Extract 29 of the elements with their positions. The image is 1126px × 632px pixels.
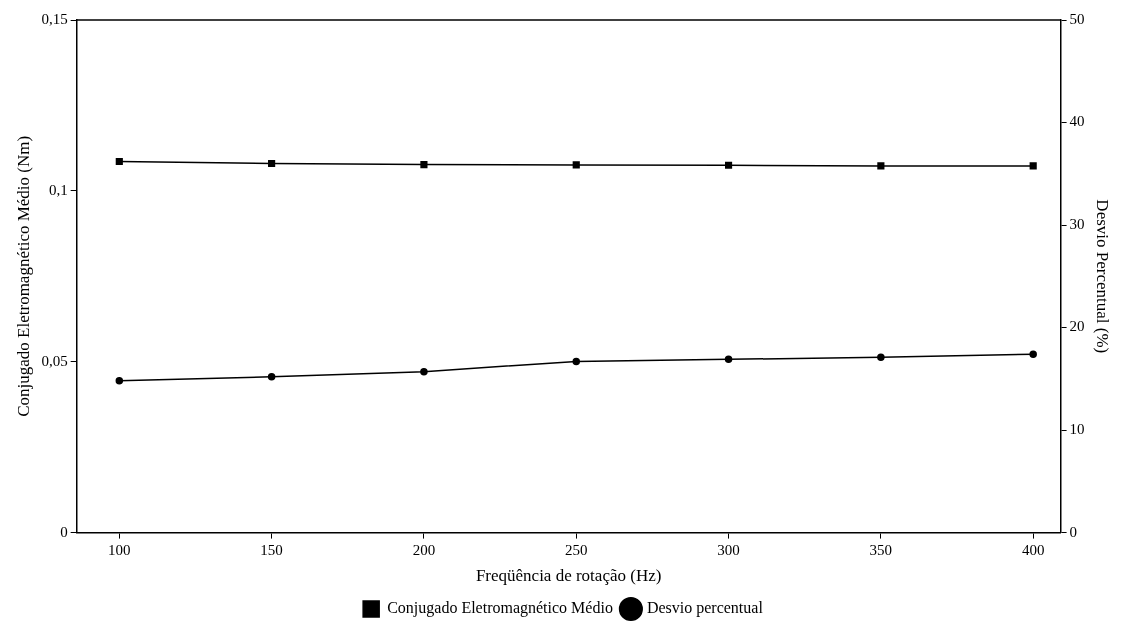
x-axis-title: Freqüência de rotação (Hz) xyxy=(475,566,662,586)
y-axis-title: Conjugado Eletromagnético Médio (Nm) xyxy=(13,135,33,417)
x-tick-label: 250 xyxy=(564,541,588,558)
y2-tick-label: 0 xyxy=(1069,523,1078,540)
x-tick-label: 400 xyxy=(1021,541,1045,558)
x-tick-label: 150 xyxy=(260,541,283,558)
point xyxy=(420,367,428,376)
y2-tick-label: 10 xyxy=(1069,421,1085,438)
point xyxy=(724,355,733,364)
x-tick-label: 350 xyxy=(869,541,893,558)
legend-label: Desvio percentual xyxy=(646,599,764,618)
y2-axis-title: Desvio Percentual (%) xyxy=(1093,199,1113,354)
point xyxy=(572,357,580,366)
x-tick-label: 300 xyxy=(717,541,740,558)
point xyxy=(877,353,885,362)
point xyxy=(1029,350,1037,358)
y2-tick-label: 30 xyxy=(1069,215,1085,232)
y-tick-label: 0 xyxy=(60,523,68,540)
y2-tick-label: 40 xyxy=(1069,113,1085,130)
y2-tick-label: 20 xyxy=(1069,318,1085,335)
point xyxy=(115,377,124,385)
y2-tick-label: 50 xyxy=(1069,10,1085,27)
y-tick-label: 0,05 xyxy=(41,352,68,369)
y-tick-label: 0,15 xyxy=(41,10,68,27)
point xyxy=(267,373,276,381)
x-tick-label: 100 xyxy=(108,541,131,558)
y-tick-label: 0,1 xyxy=(48,181,68,198)
x-tick-label: 200 xyxy=(412,541,436,558)
legend-label: Conjugado Eletromagnético Médio xyxy=(387,599,613,618)
